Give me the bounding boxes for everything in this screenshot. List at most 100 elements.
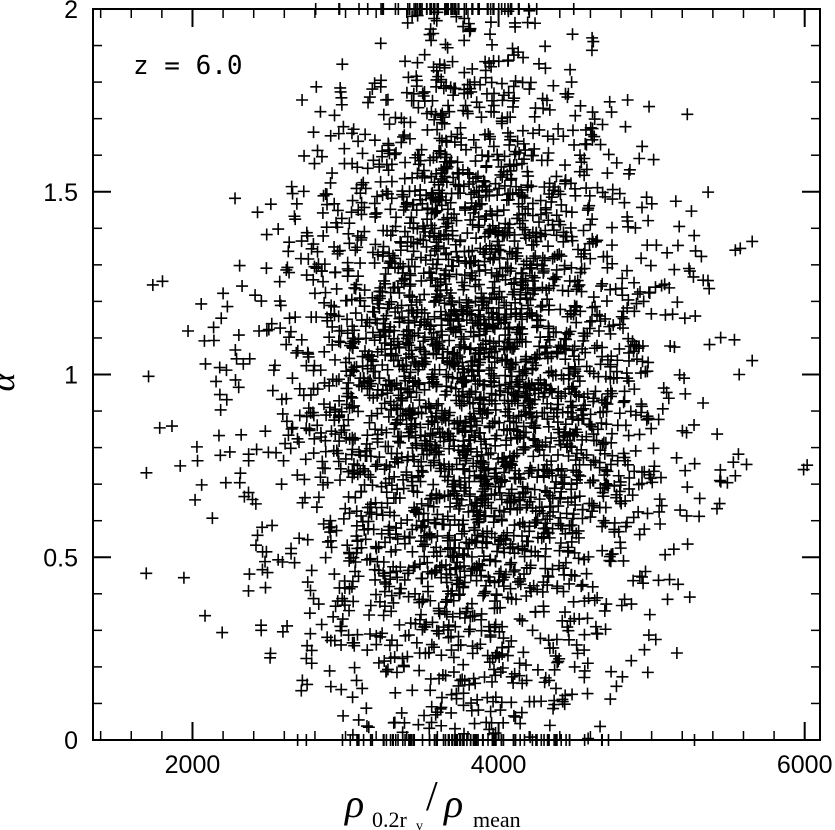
data-point: [554, 438, 567, 451]
data-point: [283, 266, 296, 279]
data-point: [562, 328, 575, 341]
data-point: [425, 105, 438, 118]
data-point: [444, 500, 457, 513]
data-point: [491, 472, 504, 485]
data-point: [529, 505, 542, 518]
data-point: [572, 524, 585, 537]
y-tick-label: 1: [64, 362, 78, 390]
data-point: [714, 475, 727, 488]
data-point: [513, 320, 526, 333]
data-point: [404, 422, 417, 435]
data-point: [663, 281, 676, 294]
data-point: [416, 595, 429, 608]
data-point: [543, 719, 556, 732]
data-point: [566, 428, 579, 441]
data-point: [478, 128, 491, 141]
data-point: [321, 198, 334, 211]
data-point: [542, 420, 555, 433]
data-point: [688, 418, 701, 431]
data-point: [441, 428, 454, 441]
data-point: [591, 628, 604, 641]
data-point: [221, 300, 234, 313]
data-point: [642, 412, 655, 425]
data-point: [307, 364, 320, 377]
data-point: [561, 621, 574, 634]
data-point: [409, 587, 422, 600]
data-point: [463, 272, 476, 285]
minor-ticks: [93, 8, 820, 741]
data-point: [473, 265, 486, 278]
data-point: [602, 734, 615, 746]
data-point: [456, 673, 469, 686]
data-point: [561, 91, 574, 104]
data-point: [483, 723, 496, 736]
data-point: [305, 311, 318, 324]
data-point: [602, 479, 615, 492]
data-point: [255, 295, 268, 308]
data-point: [276, 556, 289, 569]
data-point: [301, 229, 314, 242]
data-point: [508, 92, 521, 105]
data-point: [371, 407, 384, 420]
data-point: [425, 219, 438, 232]
data-point: [473, 101, 486, 114]
data-point: [580, 430, 593, 443]
data-point: [336, 613, 349, 626]
data-point: [534, 373, 547, 386]
data-point: [606, 449, 619, 462]
data-point: [469, 280, 482, 293]
data-point: [264, 647, 277, 660]
data-point: [423, 376, 436, 389]
data-point: [558, 568, 571, 581]
data-point: [334, 336, 347, 349]
data-point: [385, 605, 398, 618]
data-point: [625, 654, 638, 667]
data-point: [488, 467, 501, 480]
data-point: [584, 511, 597, 524]
data-point: [479, 263, 492, 276]
data-point: [655, 279, 668, 292]
data-point: [300, 269, 313, 282]
data-point: [594, 720, 607, 733]
data-point: [413, 558, 426, 571]
data-point: [195, 297, 208, 310]
data-point: [430, 624, 443, 637]
data-point: [420, 240, 433, 253]
data-point: [214, 449, 227, 462]
data-point: [422, 513, 435, 526]
x-tick-label: 6000: [777, 751, 833, 779]
data-point: [366, 479, 379, 492]
data-point: [182, 325, 195, 338]
data-point: [469, 141, 482, 154]
data-point: [543, 187, 556, 200]
data-point: [521, 16, 534, 29]
data-point: [509, 710, 522, 723]
data-point: [435, 73, 448, 86]
data-point: [379, 440, 392, 453]
data-point: [504, 582, 517, 595]
data-point: [412, 470, 425, 483]
data-point: [527, 238, 540, 251]
data-point: [349, 307, 362, 320]
data-point: [350, 674, 363, 687]
data-point: [341, 256, 354, 269]
data-point: [679, 464, 692, 477]
data-point: [451, 156, 464, 169]
data-point: [335, 212, 348, 225]
data-point: [476, 460, 489, 473]
data-point: [371, 345, 384, 358]
data-point: [554, 303, 567, 316]
data-point: [539, 40, 552, 53]
data-point: [268, 359, 281, 372]
data-point: [448, 208, 461, 221]
data-point: [424, 192, 437, 205]
data-point: [457, 687, 470, 700]
data-point: [404, 366, 417, 379]
data-point: [191, 454, 204, 467]
data-point: [389, 111, 402, 124]
data-point: [412, 101, 425, 114]
data-point: [593, 310, 606, 323]
data-point: [577, 327, 590, 340]
data-point: [428, 416, 441, 429]
data-point: [396, 188, 409, 201]
